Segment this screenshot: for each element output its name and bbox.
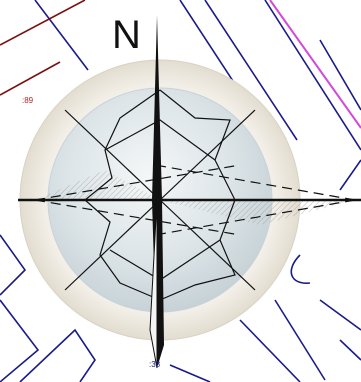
road-lines xyxy=(0,0,86,96)
north-label: N xyxy=(112,13,141,57)
parcel-label-left: :89 xyxy=(22,96,34,105)
highlight-boundary xyxy=(269,0,361,129)
compass-rose-icon xyxy=(18,15,361,369)
parcel-label-bottom: :38 xyxy=(149,360,161,369)
